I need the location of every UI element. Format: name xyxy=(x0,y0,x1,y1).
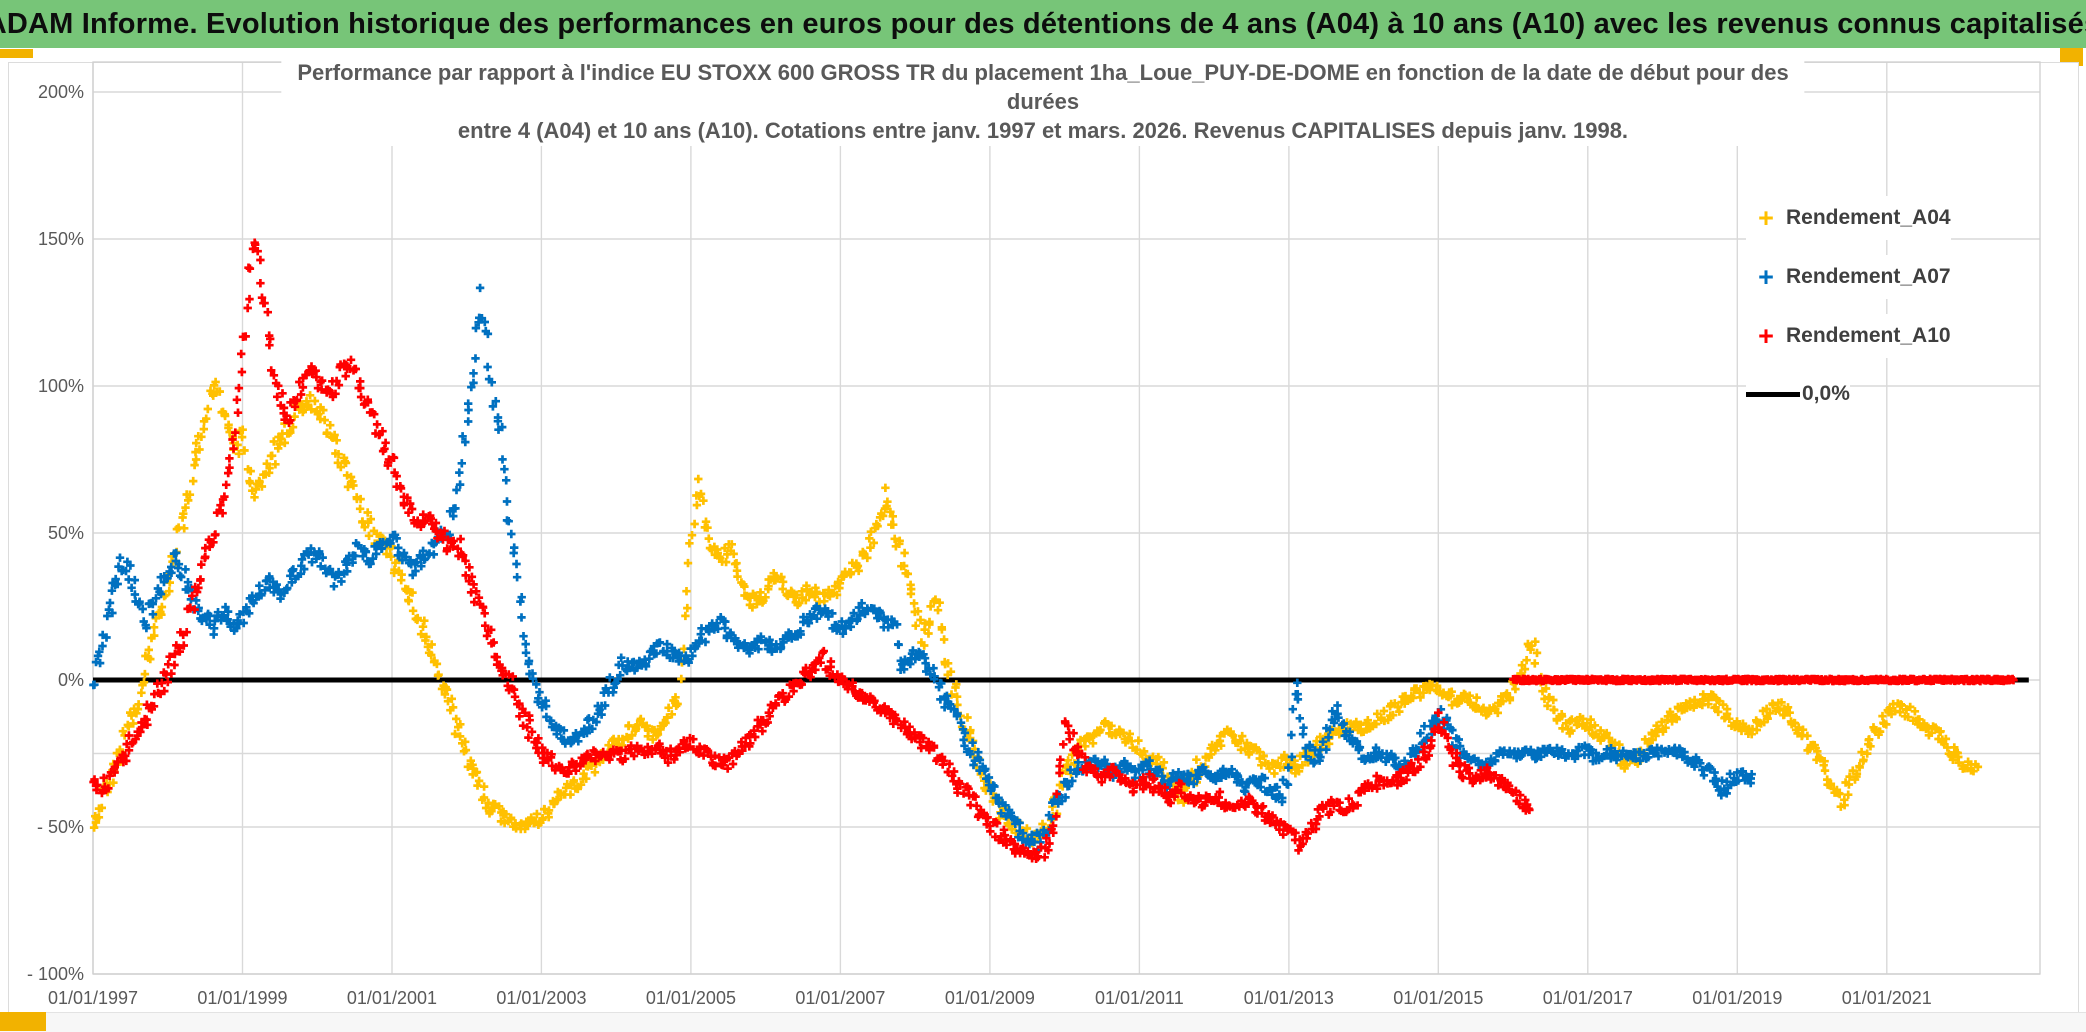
legend-item-baseline[interactable]: 0,0% xyxy=(1746,372,1850,416)
legend-item-rendement-a04[interactable]: + Rendement_A04 xyxy=(1746,196,1951,240)
y-tick-label: - 50% xyxy=(36,817,84,837)
page-title: ADAM Informe. Evolution historique des p… xyxy=(0,7,2086,40)
chart-title-line-1: Performance par rapport à l'indice EU ST… xyxy=(297,60,1789,85)
gold-accent-bottom-left xyxy=(0,1012,46,1031)
legend-item-rendement-a10[interactable]: + Rendement_A10 xyxy=(1746,314,1951,358)
x-tick-label: 01/01/2013 xyxy=(1243,988,1334,1008)
y-tick-label: 150% xyxy=(37,229,84,249)
black-line-icon xyxy=(1746,391,1800,397)
legend-label: 0,0% xyxy=(1802,382,1850,405)
legend-label: Rendement_A04 xyxy=(1786,206,1951,229)
y-tick-label: 200% xyxy=(37,82,84,102)
x-tick-label: 01/01/2009 xyxy=(944,988,1035,1008)
x-tick-label: 01/01/2011 xyxy=(1094,988,1184,1008)
chart-title: Performance par rapport à l'indice EU ST… xyxy=(281,57,1805,146)
chart-title-line-2: durées xyxy=(1006,89,1080,114)
x-tick-label: 01/01/2015 xyxy=(1393,988,1484,1008)
plus-marker-icon: + xyxy=(1758,261,1774,292)
x-tick-label: 01/01/1999 xyxy=(197,988,288,1008)
y-tick-label: 50% xyxy=(47,523,84,543)
bottom-scroll-band[interactable] xyxy=(0,1012,2086,1032)
y-tick-label: 0% xyxy=(57,670,84,690)
gold-accent-top-left xyxy=(0,49,33,58)
x-tick-label: 01/01/2005 xyxy=(645,988,736,1008)
legend-item-rendement-a07[interactable]: + Rendement_A07 xyxy=(1746,255,1951,299)
x-tick-label: 01/01/2001 xyxy=(346,988,437,1008)
x-tick-label: 01/01/2017 xyxy=(1542,988,1633,1008)
header-bar: ADAM Informe. Evolution historique des p… xyxy=(0,0,2086,48)
gold-accent-top-right xyxy=(2060,48,2083,66)
x-tick-label: 01/01/2019 xyxy=(1692,988,1783,1008)
chart-title-line-3: entre 4 (A04) et 10 ans (A10). Cotations… xyxy=(457,118,1629,143)
plus-marker-icon: + xyxy=(1758,320,1774,351)
x-tick-label: 01/01/2007 xyxy=(795,988,886,1008)
y-tick-label: - 100% xyxy=(26,964,84,984)
legend-label: Rendement_A07 xyxy=(1786,265,1951,288)
legend-label: Rendement_A10 xyxy=(1786,324,1951,347)
x-tick-label: 01/01/2003 xyxy=(496,988,587,1008)
y-tick-label: 100% xyxy=(37,376,84,396)
plus-marker-icon: + xyxy=(1758,202,1774,233)
x-tick-label: 01/01/2021 xyxy=(1841,988,1932,1008)
x-tick-label: 01/01/1997 xyxy=(47,988,139,1008)
